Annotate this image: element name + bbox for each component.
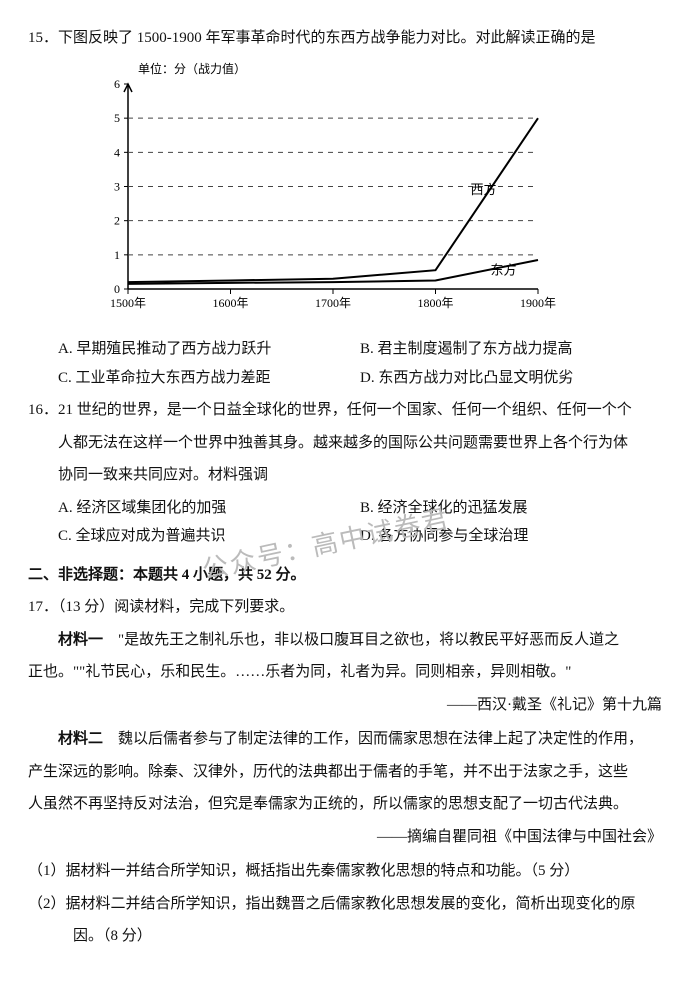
q17-sub2a: （2）据材料二并结合所学知识，指出魏晋之后儒家教化思想发展的变化，简析出现变化的… [28, 890, 662, 919]
q17-sub2b: 因。（8 分） [28, 922, 662, 951]
svg-text:1900年: 1900年 [520, 296, 556, 310]
q16-option-b: B. 经济全球化的迅猛发展 [360, 494, 662, 523]
svg-text:2: 2 [114, 213, 120, 227]
section2-title: 二、非选择题：本题共 4 小题，共 52 分。 [28, 561, 662, 590]
svg-text:西方: 西方 [471, 182, 497, 197]
q17-sub1: （1）据材料一并结合所学知识，概括指出先秦儒家教化思想的特点和功能。（5 分） [28, 857, 662, 886]
svg-text:3: 3 [114, 179, 120, 193]
q15-text: 下图反映了 1500-1900 年军事革命时代的东西方战争能力对比。对此解读正确… [58, 30, 596, 46]
q17-mat1-source: ——西汉·戴圣《礼记》第十九篇 [28, 691, 662, 720]
q17-mat2: 材料二 魏以后儒者参与了制定法律的工作，因而儒家思想在法律上起了决定性的作用， [28, 725, 662, 754]
svg-text:单位：分（战力值）: 单位：分（战力值） [138, 61, 246, 76]
q16-option-a: A. 经济区域集团化的加强 [58, 494, 360, 523]
q17-mat2-label: 材料二 [58, 731, 103, 747]
q16-option-c: C. 全球应对成为普遍共识 [58, 522, 360, 551]
svg-text:1: 1 [114, 247, 120, 261]
q15-option-c: C. 工业革命拉大东西方战力差距 [58, 364, 360, 393]
q17-mat2-text2: 产生深远的影响。除秦、汉律外，历代的法典都出于儒者的手笔，并不出于法家之手，这些 [28, 758, 662, 787]
q16-line1: 21 世纪的世界，是一个日益全球化的世界，任何一个国家、任何一个组织、任何一个个 [58, 402, 632, 418]
q17-mat2-source: ——摘编自瞿同祖《中国法律与中国社会》 [28, 823, 662, 852]
q16-option-d: D. 各方协同参与全球治理 [360, 522, 662, 551]
q16-stem: 16．21 世纪的世界，是一个日益全球化的世界，任何一个国家、任何一个组织、任何… [28, 396, 662, 425]
q17-mat1-label: 材料一 [58, 632, 103, 648]
q17-mat2-text: 魏以后儒者参与了制定法律的工作，因而儒家思想在法律上起了决定性的作用， [103, 731, 643, 747]
svg-text:1500年: 1500年 [110, 296, 146, 310]
q15-number: 15． [28, 30, 58, 46]
svg-text:5: 5 [114, 111, 120, 125]
q17-line1: 17．（13 分）阅读材料，完成下列要求。 [28, 593, 662, 622]
svg-text:4: 4 [114, 145, 120, 159]
q17-mat1-text: "是故先王之制礼乐也，非以极口腹耳目之欲也，将以教民平好恶而反人道之 [103, 632, 619, 648]
svg-text:1600年: 1600年 [212, 296, 248, 310]
q16-number: 16． [28, 402, 58, 418]
q15-chart: 单位：分（战力值） 0 1 2 3 4 5 6 1500年 1600年 1700年 1800年 1900… [88, 59, 662, 330]
svg-text:6: 6 [114, 77, 120, 91]
line-chart: 单位：分（战力值） 0 1 2 3 4 5 6 1500年 1600年 1700年 1800年 1900… [88, 59, 558, 319]
q15-option-b: B. 君主制度遏制了东方战力提高 [360, 335, 662, 364]
svg-text:东方: 东方 [491, 262, 517, 277]
svg-text:0: 0 [114, 282, 120, 296]
q15-stem: 15．下图反映了 1500-1900 年军事革命时代的东西方战争能力对比。对此解… [28, 24, 662, 53]
q15-option-a: A. 早期殖民推动了西方战力跃升 [58, 335, 360, 364]
q15-option-d: D. 东西方战力对比凸显文明优劣 [360, 364, 662, 393]
q17-mat2-text3: 人虽然不再坚持反对法治，但究是奉儒家为正统的，所以儒家的思想支配了一切古代法典。 [28, 790, 662, 819]
q16-line2: 人都无法在这样一个世界中独善其身。越来越多的国际公共问题需要世界上各个行为体 [28, 429, 662, 458]
svg-text:1700年: 1700年 [315, 296, 351, 310]
q17-mat1-text2: 正也。""礼节民心，乐和民生。……乐者为同，礼者为异。同则相亲，异则相敬。" [28, 658, 662, 687]
svg-text:1800年: 1800年 [417, 296, 453, 310]
q16-line3: 协同一致来共同应对。材料强调 [28, 461, 662, 490]
q17-mat1: 材料一 "是故先王之制礼乐也，非以极口腹耳目之欲也，将以教民平好恶而反人道之 [28, 626, 662, 655]
